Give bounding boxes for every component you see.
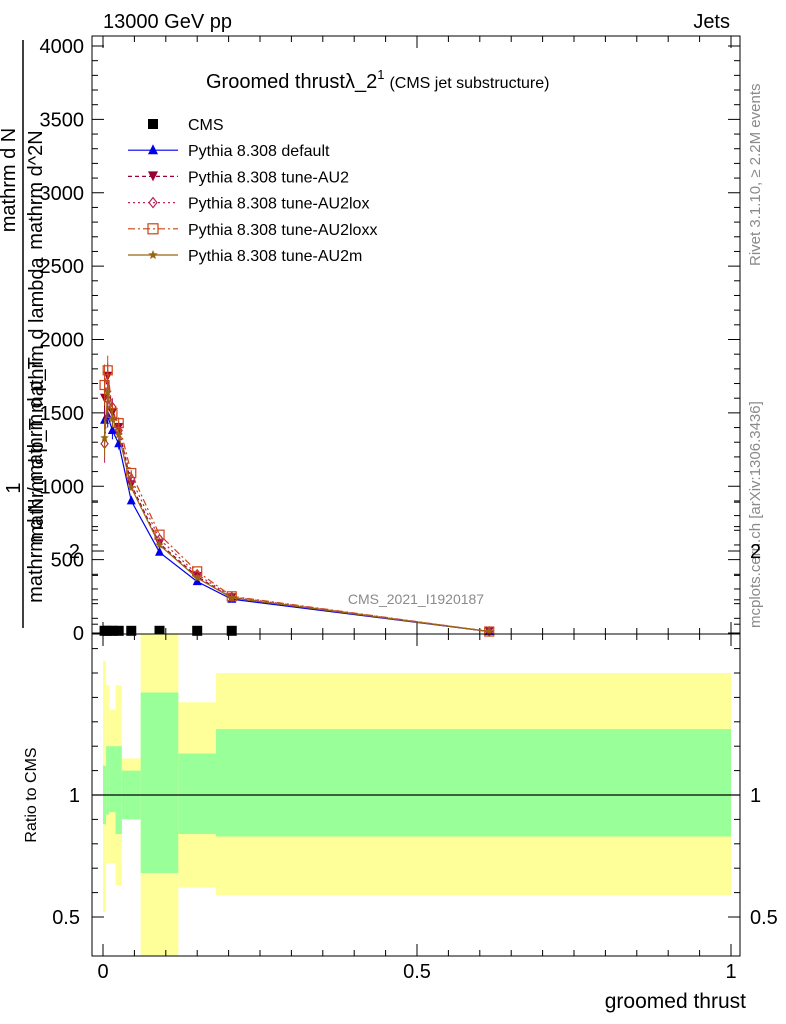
main-y-tick-labels: 0 500 1000 1500 2000 2500 3000 3500 4000 <box>40 36 85 645</box>
ratio-y-axis-label: Ratio to CMS <box>23 747 40 842</box>
legend-marker <box>148 119 158 129</box>
data-point <box>155 540 164 549</box>
data-point <box>484 626 495 637</box>
legend-label: Pythia 8.308 tune-AU2loxx <box>188 222 377 239</box>
x-tick-label: 0.5 <box>403 961 431 983</box>
main-y-axis-label: 1 mathrm d N mathrm d p_T mathrm d lambd… <box>0 40 48 628</box>
data-point <box>99 379 110 391</box>
ratio-x-tick-labels: 0 0.5 1 <box>97 961 736 983</box>
main-y-tick-label: 3000 <box>40 183 85 205</box>
legend-label: Pythia 8.308 default <box>188 143 330 160</box>
data-point <box>154 625 165 636</box>
data-point <box>155 546 165 556</box>
rivet-label: Rivet 3.1.10, ≥ 2.2M events <box>747 84 764 267</box>
data-point <box>102 365 113 376</box>
legend-marker <box>148 171 158 182</box>
ylabel-denominator: mathrm d p_T mathrm d lambda <box>26 256 48 542</box>
ratio-y-tick-label-right: 0.5 <box>750 907 778 929</box>
main-axis-ticks <box>92 36 740 634</box>
ratio-y-tick-label: 1 <box>69 785 80 807</box>
legend-entry: Pythia 8.308 tune-AU2m <box>128 248 362 265</box>
ratio-inner-band-3 <box>115 746 122 835</box>
ylabel-numerator: mathrm d N <box>0 128 20 232</box>
data-point <box>107 625 118 636</box>
legend-label: Pythia 8.308 tune-AU2lox <box>188 196 369 213</box>
title-superscript: 1 <box>377 67 384 82</box>
data-point <box>107 424 117 434</box>
legend-entry: Pythia 8.308 default <box>128 143 330 160</box>
ratio-axis-ticks <box>92 501 740 956</box>
ratio-inner-band-7 <box>216 729 732 837</box>
x-tick-label: 0 <box>97 961 108 983</box>
data-point <box>226 591 237 602</box>
ratio-inner-band-6 <box>178 753 217 835</box>
main-y-tick-label: 2500 <box>40 256 85 278</box>
series-layer <box>99 355 495 638</box>
main-y-tick-label: 3500 <box>40 109 85 131</box>
ratio-y-tick-label: 0.5 <box>52 907 80 929</box>
legend-marker <box>147 223 159 235</box>
analysis-watermark: CMS_2021_I1920187 <box>348 591 484 607</box>
ylabel-overlay-numerator: mathrm d^2N <box>25 130 47 249</box>
data-point <box>108 414 117 423</box>
ylabel-one: 1 <box>3 482 25 493</box>
data-point <box>192 625 203 636</box>
main-y-tick-label: 2000 <box>40 330 85 352</box>
series-0 <box>99 625 237 636</box>
data-point <box>126 467 137 479</box>
main-y-tick-label: 0 <box>73 623 84 645</box>
data-point <box>127 483 136 492</box>
ratio-y-tick-labels: 0.5 0.5 1 1 2 2 <box>52 541 778 929</box>
legend-marker <box>148 250 158 259</box>
ratio-y-tick-label: 2 <box>69 541 80 563</box>
data-point <box>227 593 236 602</box>
main-y-tick-label: 1000 <box>40 476 85 498</box>
legend-marker <box>148 144 158 155</box>
mcplots-label: mcplots.cern.ch [arXiv:1306.3436] <box>747 401 764 628</box>
main-y-tick-label: 1500 <box>40 403 85 425</box>
data-point <box>126 495 136 505</box>
main-plot-panel: 0 500 1000 1500 2000 2500 3000 3500 4000 CMS_202… <box>0 35 741 645</box>
legend-marker <box>148 196 158 209</box>
legend-entry: Pythia 8.308 tune-AU2lox <box>128 196 369 213</box>
series-5 <box>100 379 494 636</box>
ratio-inner-band-1 <box>106 746 110 815</box>
legend-label: Pythia 8.308 tune-AU2m <box>188 248 362 265</box>
data-point <box>484 627 494 636</box>
data-point <box>114 430 123 439</box>
legend-label: CMS <box>188 117 224 134</box>
data-point <box>103 387 112 396</box>
ratio-inner-band-5 <box>140 692 179 874</box>
legend-entry: CMS <box>148 117 224 134</box>
main-y-tick-label: 500 <box>51 550 84 572</box>
legend: CMS Pythia 8.308 default Pythia 8.308 tune… <box>128 117 377 265</box>
data-point <box>126 625 137 636</box>
legend-entry: Pythia 8.308 tune-AU2 <box>128 169 349 186</box>
ratio-y-tick-label-right: 2 <box>750 541 761 563</box>
legend-entry: Pythia 8.308 tune-AU2loxx <box>128 222 377 239</box>
ratio-y-tick-label-right: 1 <box>750 785 761 807</box>
series-4 <box>99 355 495 637</box>
data-point <box>227 591 237 603</box>
main-y-tick-label: 4000 <box>40 36 85 58</box>
x-tick-label: 1 <box>725 961 736 983</box>
title-text: Groomed thrustλ_2 <box>206 71 377 93</box>
ylabel-overlay-denominator: mathrm d N / mathrm d p_T <box>25 357 47 603</box>
ratio-plot-panel: 0.5 0.51 12 2 0 0.5 1 Ratio to CMS groomed th… <box>23 501 778 1013</box>
header-right: Jets <box>693 11 730 33</box>
x-axis-label: groomed thrust <box>605 990 746 1013</box>
data-point <box>113 625 124 636</box>
ratio-bands <box>92 634 740 956</box>
data-point <box>192 573 202 582</box>
data-point <box>226 625 237 636</box>
title-subtitle: (CMS jet substructure) <box>389 75 549 92</box>
legend-label: Pythia 8.308 tune-AU2 <box>188 169 349 186</box>
data-point <box>100 433 109 442</box>
header-left: 13000 GeV pp <box>103 11 232 33</box>
main-plot-title: Groomed thrustλ_21 (CMS jet substructure) <box>206 67 549 93</box>
ratio-inner-band-2 <box>109 746 116 813</box>
